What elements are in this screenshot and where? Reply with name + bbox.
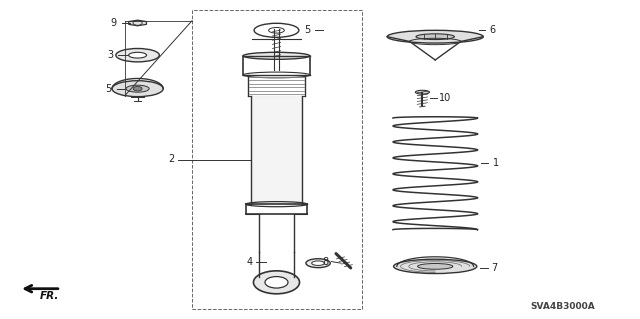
Ellipse shape xyxy=(243,52,310,59)
Text: 2: 2 xyxy=(168,154,175,165)
Ellipse shape xyxy=(116,48,159,62)
Bar xyxy=(192,10,362,309)
Text: 4: 4 xyxy=(246,256,253,267)
Ellipse shape xyxy=(387,30,483,43)
Text: 9: 9 xyxy=(111,18,117,28)
Ellipse shape xyxy=(394,259,477,273)
Text: 5: 5 xyxy=(304,25,310,35)
Ellipse shape xyxy=(126,85,149,92)
Polygon shape xyxy=(129,20,147,26)
Ellipse shape xyxy=(306,259,330,268)
Ellipse shape xyxy=(312,261,324,265)
Text: 5: 5 xyxy=(106,84,112,94)
Text: 3: 3 xyxy=(107,50,113,60)
Ellipse shape xyxy=(416,34,454,40)
Text: 8: 8 xyxy=(322,256,328,267)
Ellipse shape xyxy=(418,263,453,269)
Ellipse shape xyxy=(129,52,147,58)
Text: 6: 6 xyxy=(490,25,496,35)
Circle shape xyxy=(265,277,288,288)
Circle shape xyxy=(133,86,142,91)
Text: SVA4B3000A: SVA4B3000A xyxy=(531,302,596,311)
Text: FR.: FR. xyxy=(40,291,60,301)
Text: 1: 1 xyxy=(493,158,499,168)
Ellipse shape xyxy=(112,81,163,97)
Ellipse shape xyxy=(415,90,429,94)
Circle shape xyxy=(253,271,300,294)
Text: 10: 10 xyxy=(438,93,451,103)
Text: 7: 7 xyxy=(492,263,498,273)
